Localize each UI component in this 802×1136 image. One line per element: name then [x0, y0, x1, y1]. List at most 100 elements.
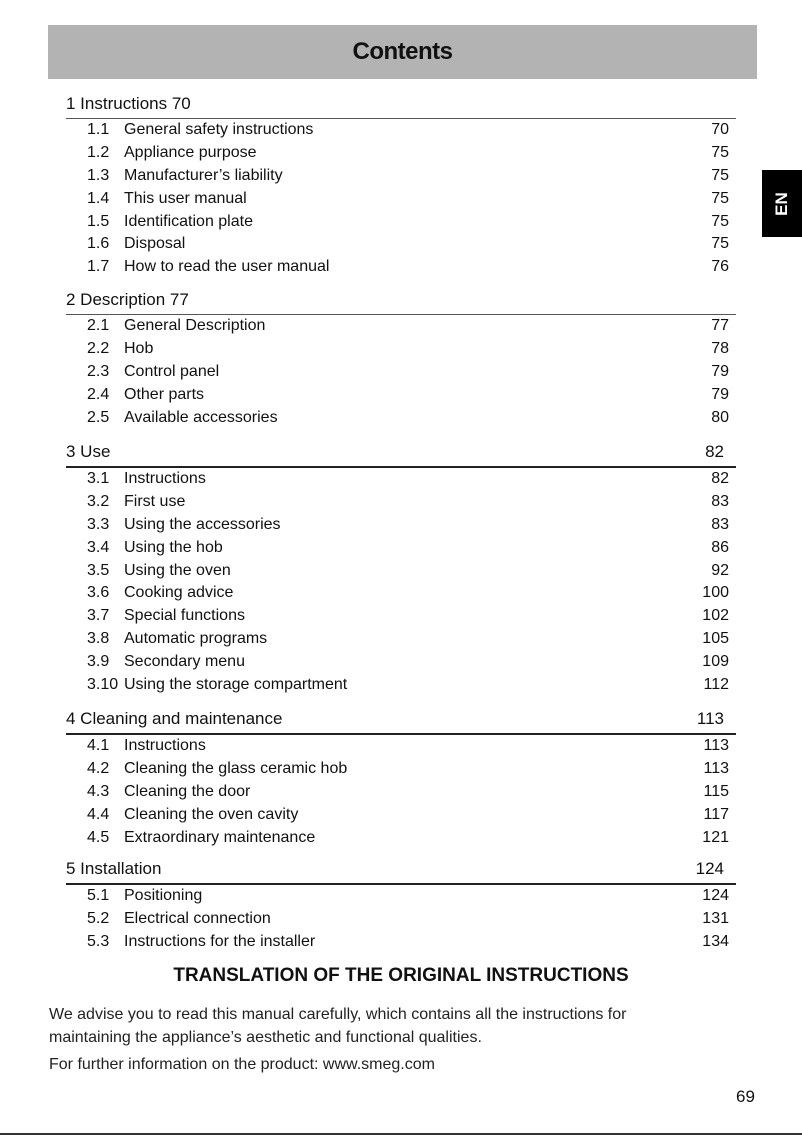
entry-page: 109 [702, 653, 729, 671]
entry-title: Using the accessories [124, 515, 281, 533]
toc-entry[interactable]: 4.1 Instructions 113 [66, 735, 736, 758]
section-divider [66, 883, 736, 885]
entry-title: Cooking advice [124, 584, 234, 602]
entry-title: Identification plate [124, 212, 253, 230]
toc-entry[interactable]: 1.5 Identification plate 75 [66, 211, 736, 234]
toc-entry[interactable]: 4.2 Cleaning the glass ceramic hob 113 [66, 758, 736, 781]
section-heading-page: 82 [705, 442, 724, 461]
entry-title: Disposal [124, 235, 186, 253]
toc-section-heading[interactable]: 1 Instructions 70 [66, 93, 736, 115]
entry-title: How to read the user manual [124, 258, 330, 276]
entry-page: 76 [711, 258, 729, 276]
page-number: 69 [736, 1087, 755, 1106]
toc-entry[interactable]: 3.3 Using the accessories 83 [66, 514, 736, 537]
entry-number: 3.3 [87, 515, 110, 533]
entry-number: 1.1 [87, 121, 110, 138]
toc-entry[interactable]: 3.9 Secondary menu 109 [66, 651, 736, 674]
toc-entry[interactable]: 1.7 How to read the user manual 76 [66, 256, 736, 279]
entry-title: Secondary menu [124, 653, 245, 671]
entry-page: 121 [702, 828, 729, 846]
entry-page: 113 [703, 737, 729, 754]
entry-title: General Description [124, 317, 266, 334]
entry-number: 4.2 [87, 759, 110, 777]
toc-entry[interactable]: 1.3 Manufacturer’s liability 75 [66, 165, 736, 188]
toc-entry[interactable]: 2.3 Control panel 79 [66, 361, 736, 384]
entry-page: 79 [711, 362, 729, 380]
toc-entry[interactable]: 1.1 General safety instructions 70 [66, 119, 736, 142]
entry-page: 134 [702, 932, 729, 950]
language-tab: EN [762, 170, 802, 237]
entry-title: Other parts [124, 385, 205, 403]
entry-number: 2.4 [87, 385, 110, 403]
entry-page: 77 [711, 317, 729, 334]
toc-entry[interactable]: 3.10 Using the storage compartment 112 [66, 674, 736, 697]
toc-entry[interactable]: 3.8 Automatic programs 105 [66, 628, 736, 651]
toc-entry[interactable]: 4.4 Cleaning the oven cavity 117 [66, 804, 736, 827]
section-heading-title: 1 Instructions 70 [66, 94, 191, 113]
entry-page: 92 [711, 561, 729, 579]
toc-entry[interactable]: 1.6 Disposal 75 [66, 233, 736, 256]
toc-entry[interactable]: 5.2 Electrical connection 131 [66, 908, 736, 931]
entry-number: 2.3 [87, 362, 110, 380]
entry-number: 4.3 [87, 782, 110, 800]
entry-title: Instructions for the installer [124, 932, 316, 950]
entry-number: 4.1 [87, 737, 110, 754]
entry-page: 82 [711, 470, 729, 487]
section-heading-title: 2 Description 77 [66, 290, 189, 309]
entry-title: Manufacturer’s liability [124, 166, 283, 184]
toc-entry[interactable]: 3.1 Instructions 82 [66, 468, 736, 491]
entry-title: Cleaning the glass ceramic hob [124, 759, 348, 777]
entry-page: 79 [711, 385, 729, 403]
toc-entry[interactable]: 4.5 Extraordinary maintenance 121 [66, 827, 736, 850]
section-divider [66, 118, 736, 119]
toc-entry[interactable]: 2.5 Available accessories 80 [66, 407, 736, 430]
section-divider [66, 314, 736, 315]
entry-page: 113 [703, 759, 729, 777]
bottom-divider [0, 1133, 802, 1135]
toc-section-heading[interactable]: 3 Use 82 [66, 441, 736, 463]
toc-entry[interactable]: 5.3 Instructions for the installer 134 [66, 931, 736, 954]
toc-entry[interactable]: 5.1 Positioning 124 [66, 885, 736, 908]
entry-title: Extraordinary maintenance [124, 828, 316, 846]
entry-number: 3.7 [87, 607, 110, 625]
toc-section-heading[interactable]: 5 Installation 124 [66, 858, 736, 880]
entry-number: 3.1 [87, 470, 110, 487]
toc-entry[interactable]: 3.6 Cooking advice 100 [66, 582, 736, 605]
entry-page: 83 [711, 492, 729, 510]
entry-title: Instructions [124, 737, 206, 754]
entry-number: 3.10 [87, 676, 119, 694]
toc-section-heading[interactable]: 4 Cleaning and maintenance 113 [66, 708, 736, 730]
toc-entry[interactable]: 1.2 Appliance purpose 75 [66, 142, 736, 165]
entry-page: 105 [702, 630, 729, 648]
entry-number: 3.4 [87, 538, 110, 556]
toc-entry[interactable]: 4.3 Cleaning the door 115 [66, 781, 736, 804]
toc-section-heading[interactable]: 2 Description 77 [66, 289, 736, 311]
toc-entry[interactable]: 2.1 General Description 77 [66, 315, 736, 338]
entry-title: This user manual [124, 189, 247, 207]
page-title: Contents [352, 38, 454, 65]
entry-number: 2.1 [87, 317, 110, 334]
entry-page: 75 [711, 166, 729, 184]
toc-entry[interactable]: 2.2 Hob 78 [66, 338, 736, 361]
entry-page: 112 [703, 676, 729, 694]
entry-title: Available accessories [124, 408, 278, 426]
toc-entry[interactable]: 3.4 Using the hob 86 [66, 537, 736, 560]
toc-entry[interactable]: 1.4 This user manual 75 [66, 188, 736, 211]
entry-title: First use [124, 492, 186, 510]
entry-page: 102 [702, 607, 729, 625]
entry-page: 131 [702, 909, 729, 927]
section-heading-page: 113 [696, 709, 724, 728]
entry-page: 70 [711, 121, 729, 138]
entry-title: Cleaning the door [124, 782, 251, 800]
toc-entry[interactable]: 2.4 Other parts 79 [66, 384, 736, 407]
translation-heading: TRANSLATION OF THE ORIGINAL INSTRUCTIONS [173, 965, 629, 986]
entry-number: 1.3 [87, 166, 110, 184]
entry-title: Cleaning the oven cavity [124, 805, 299, 823]
toc-entry[interactable]: 3.7 Special functions 102 [66, 605, 736, 628]
section-heading-title: 5 Installation [66, 859, 162, 878]
toc-entry[interactable]: 3.2 First use 83 [66, 491, 736, 514]
entry-number: 3.6 [87, 584, 110, 602]
entry-page: 100 [702, 584, 729, 602]
toc-entry[interactable]: 3.5 Using the oven 92 [66, 560, 736, 583]
